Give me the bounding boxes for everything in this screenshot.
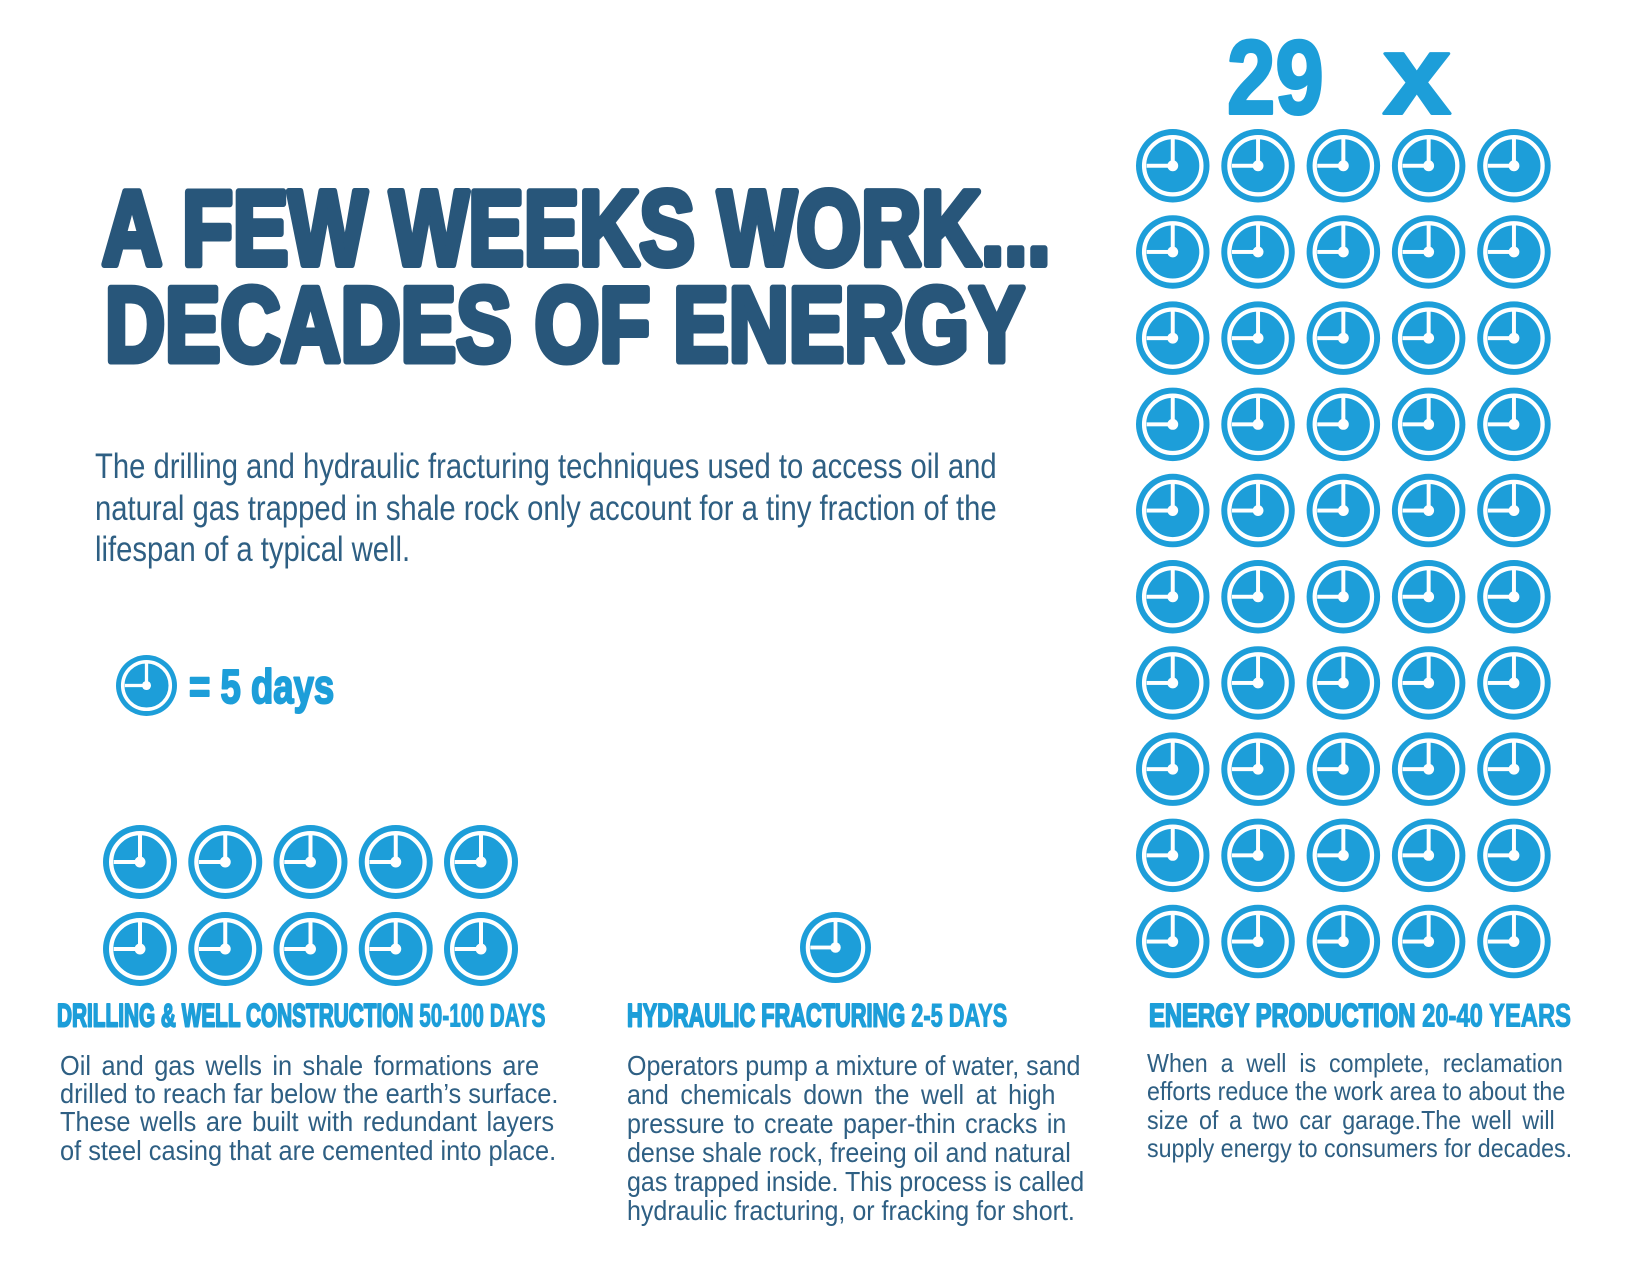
svg-text:29: 29 xyxy=(1227,20,1324,137)
svg-text:DRILLING & WELL CONSTRUCTION 5: DRILLING & WELL CONSTRUCTION 50-100 DAYS xyxy=(57,997,546,1034)
svg-text:x: x xyxy=(1383,12,1451,138)
svg-text:ENERGY PRODUCTION 20-40 YEARS: ENERGY PRODUCTION 20-40 YEARS xyxy=(1149,998,1571,1035)
svg-text:A FEW WEEKS WORK...: A FEW WEEKS WORK... xyxy=(102,170,1050,288)
svg-text:= 5 days: = 5 days xyxy=(189,660,334,714)
svg-text:HYDRAULIC FRACTURING 2-5 DAYS: HYDRAULIC FRACTURING 2-5 DAYS xyxy=(627,997,1007,1033)
svg-text:DECADES OF ENERGY: DECADES OF ENERGY xyxy=(105,267,1024,385)
